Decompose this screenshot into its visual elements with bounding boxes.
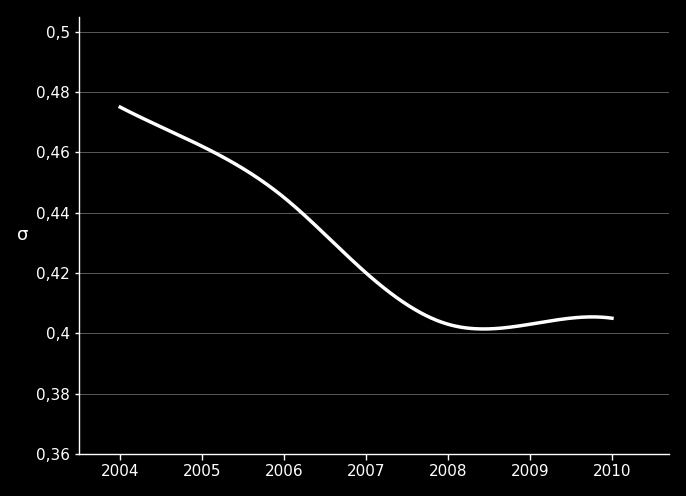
Y-axis label: σ: σ xyxy=(16,226,28,245)
